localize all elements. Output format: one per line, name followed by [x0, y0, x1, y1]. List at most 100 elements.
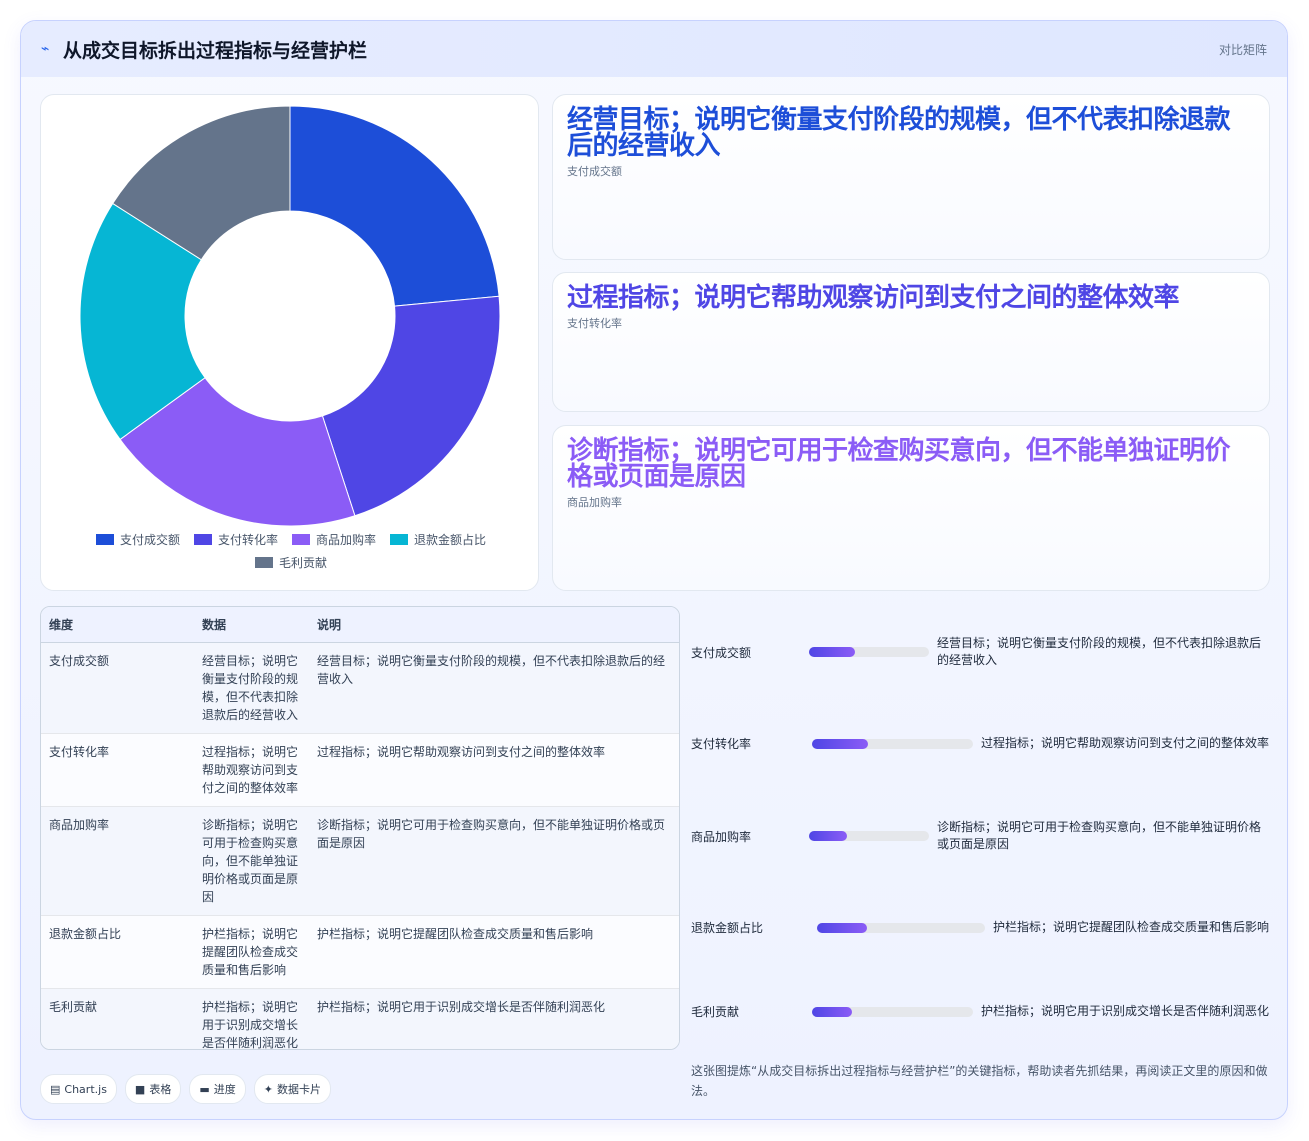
- legend-swatch: [390, 534, 409, 545]
- legend-swatch: [193, 534, 212, 545]
- table-cell-dimension: 退款金额占比: [41, 915, 194, 989]
- progress-label: 退款金额占比: [691, 921, 764, 935]
- legend-label: 商品加购率: [316, 533, 377, 547]
- mode-label[interactable]: 对比矩阵: [1218, 43, 1267, 57]
- progress-row: 支付转化率 过程指标；说明它帮助观察访问到支付之间的整体效率: [691, 735, 1273, 752]
- card-icon: ✦: [263, 1082, 273, 1096]
- legend-label: 支付转化率: [217, 533, 278, 547]
- kpi-headline: 经营目标；说明它衡量支付阶段的规模，但不代表扣除退款后的经营收入: [567, 105, 1231, 161]
- progress-row: 商品加购率 诊断指标；说明它可用于检查购买意向，但不能单独证明价格或页面是原因: [691, 819, 1273, 853]
- legend-label: 支付成交额: [119, 533, 180, 547]
- progress-icon: ▬: [199, 1082, 210, 1096]
- legend-item[interactable]: 支付成交额: [95, 531, 180, 548]
- page-title: 从成交目标拆出过程指标与经营护栏: [63, 39, 368, 62]
- table-cell-data: 诊断指标；说明它可用于检查购买意向，但不能单独证明价格或页面是原因: [194, 806, 309, 916]
- donut-slice-4[interactable]: [112, 105, 291, 261]
- progress-fill: [809, 831, 848, 841]
- tag-label: 表格: [149, 1083, 172, 1096]
- progress-fill: [817, 922, 868, 933]
- legend-item[interactable]: 退款金额占比: [390, 531, 486, 548]
- progress-track: [812, 1006, 973, 1017]
- table-cell-dimension: 毛利贡献: [41, 988, 194, 1049]
- progress-row: 毛利贡献 护栏指标；说明它用于识别成交增长是否伴随利润恶化: [691, 1003, 1273, 1020]
- donut-slice-3[interactable]: [79, 202, 206, 441]
- table-row: 商品加购率 诊断指标；说明它可用于检查购买意向，但不能单独证明价格或页面是原因 …: [41, 806, 679, 916]
- chart-icon: ▤: [50, 1082, 61, 1096]
- progress-label: 支付转化率: [691, 737, 752, 751]
- progress-fill: [812, 1006, 853, 1017]
- progress-note: 护栏指标；说明它提醒团队检查成交质量和售后影响: [993, 920, 1270, 934]
- table-cell-description: 经营目标；说明它衡量支付阶段的规模，但不代表扣除退款后的经营收入: [309, 642, 679, 734]
- dashboard-frame: ⌁ 从成交目标拆出过程指标与经营护栏 对比矩阵 支付成交额 支付转化率 商品加购率退…: [20, 20, 1288, 1120]
- table-header-description: 说明: [309, 607, 679, 643]
- legend-label: 毛利贡献: [278, 556, 327, 570]
- table-cell-data: 护栏指标；说明它用于识别成交增长是否伴随利润恶化: [194, 988, 309, 1049]
- donut-chart-card: 支付成交额 支付转化率 商品加购率 退款金额占比毛利贡献: [40, 94, 539, 591]
- legend-item[interactable]: 毛利贡献: [254, 554, 327, 571]
- progress-note: 经营目标；说明它衡量支付阶段的规模，但不代表扣除退款后的经营收入: [937, 636, 1262, 667]
- progress-track: [809, 647, 929, 657]
- tag-data-card[interactable]: ✦ 数据卡片: [253, 1074, 331, 1104]
- progress-track: [809, 831, 929, 841]
- kpi-caption: 商品加购率: [567, 496, 622, 509]
- donut-slice-1[interactable]: [321, 295, 501, 517]
- table-header-dimension: 维度: [41, 607, 194, 643]
- kpi-card-add-to-cart: 诊断指标；说明它可用于检查购买意向，但不能单独证明价格或页面是原因 商品加购率: [552, 425, 1270, 591]
- summary-note: 这张图提炼“从成交目标拆出过程指标与经营护栏”的关键指标，帮助读者先抓结果，再阅…: [691, 1064, 1268, 1098]
- tag-chartjs[interactable]: ▤ Chart.js: [40, 1074, 117, 1104]
- legend-swatch: [292, 534, 310, 545]
- metrics-table: 维度 数据 说明 支付成交额 经营目标；说明它衡量支付阶段的规模，但不代表扣除退…: [40, 606, 680, 1050]
- table-header-data: 数据: [194, 607, 309, 643]
- progress-label: 毛利贡献: [691, 1005, 740, 1019]
- table-row: 支付转化率 过程指标；说明它帮助观察访问到支付之间的整体效率 过程指标；说明它帮…: [41, 733, 679, 807]
- progress-note: 过程指标；说明它帮助观察访问到支付之间的整体效率: [981, 736, 1270, 750]
- table-icon: ■: [134, 1082, 146, 1096]
- tag-label: 进度: [213, 1083, 236, 1096]
- table-cell-description: 过程指标；说明它帮助观察访问到支付之间的整体效率: [309, 733, 679, 807]
- sparkline-icon: ⌁: [41, 41, 50, 57]
- progress-label: 商品加购率: [691, 829, 752, 844]
- progress-fill: [812, 738, 869, 749]
- table-cell-description: 护栏指标；说明它提醒团队检查成交质量和售后影响: [309, 915, 679, 989]
- donut-slice-2[interactable]: [119, 377, 356, 527]
- progress-row: 退款金额占比 护栏指标；说明它提醒团队检查成交质量和售后影响: [691, 919, 1273, 936]
- table-cell-dimension: 支付转化率: [41, 733, 194, 807]
- table-cell-data: 护栏指标；说明它提醒团队检查成交质量和售后影响: [194, 915, 309, 989]
- table-cell-data: 过程指标；说明它帮助观察访问到支付之间的整体效率: [194, 733, 309, 807]
- table-cell-description: 护栏指标；说明它用于识别成交增长是否伴随利润恶化: [309, 988, 679, 1049]
- kpi-headline: 诊断指标；说明它可用于检查购买意向，但不能单独证明价格或页面是原因: [567, 436, 1231, 492]
- table-row: 退款金额占比 护栏指标；说明它提醒团队检查成交质量和售后影响 护栏指标；说明它提…: [41, 915, 679, 989]
- tag-table[interactable]: ■ 表格: [124, 1074, 182, 1104]
- table-row: 毛利贡献 护栏指标；说明它用于识别成交增长是否伴随利润恶化 护栏指标；说明它用于…: [41, 988, 679, 1049]
- table-cell-data: 经营目标；说明它衡量支付阶段的规模，但不代表扣除退款后的经营收入: [194, 642, 309, 734]
- table-row: 支付成交额 经营目标；说明它衡量支付阶段的规模，但不代表扣除退款后的经营收入 经…: [41, 642, 679, 734]
- table-cell-dimension: 商品加购率: [41, 806, 194, 916]
- tag-progress[interactable]: ▬ 进度: [189, 1074, 246, 1104]
- progress-note: 诊断指标；说明它可用于检查购买意向，但不能单独证明价格或页面是原因: [937, 820, 1262, 851]
- tag-label: Chart.js: [64, 1082, 107, 1096]
- donut-chart: [79, 105, 501, 527]
- progress-row: 支付成交额 经营目标；说明它衡量支付阶段的规模，但不代表扣除退款后的经营收入: [691, 635, 1273, 669]
- legend-item[interactable]: 商品加购率: [292, 531, 376, 548]
- progress-fill: [809, 647, 855, 657]
- progress-track: [817, 922, 985, 933]
- progress-note: 护栏指标；说明它用于识别成交增长是否伴随利润恶化: [981, 1004, 1270, 1018]
- header-bar: ⌁ 从成交目标拆出过程指标与经营护栏 对比矩阵: [21, 21, 1287, 77]
- kpi-card-conversion: 过程指标；说明它帮助观察访问到支付之间的整体效率 支付转化率: [552, 272, 1270, 412]
- progress-label: 支付成交额: [691, 645, 752, 660]
- kpi-card-gmv: 经营目标；说明它衡量支付阶段的规模，但不代表扣除退款后的经营收入 支付成交额: [552, 94, 1270, 260]
- kpi-headline: 过程指标；说明它帮助观察访问到支付之间的整体效率: [567, 283, 1180, 313]
- table-cell-description: 诊断指标；说明它可用于检查购买意向，但不能单独证明价格或页面是原因: [309, 806, 679, 916]
- legend-item[interactable]: 支付转化率: [193, 531, 278, 548]
- legend-label: 退款金额占比: [414, 533, 487, 547]
- donut-slice-0[interactable]: [289, 105, 500, 307]
- progress-track: [812, 738, 973, 749]
- legend-swatch: [254, 557, 273, 568]
- chart-legend: 支付成交额 支付转化率 商品加购率 退款金额占比毛利贡献: [61, 531, 521, 571]
- table-cell-dimension: 支付成交额: [41, 642, 194, 734]
- kpi-caption: 支付转化率: [567, 317, 622, 330]
- kpi-caption: 支付成交额: [567, 165, 622, 178]
- tag-list: ▤ Chart.js ■ 表格 ▬ 进度 ✦ 数据卡片: [40, 1074, 331, 1104]
- legend-swatch: [95, 534, 114, 545]
- tag-label: 数据卡片: [276, 1083, 321, 1096]
